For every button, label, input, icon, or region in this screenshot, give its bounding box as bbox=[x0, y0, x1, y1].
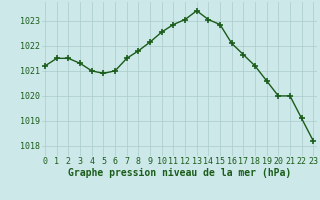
X-axis label: Graphe pression niveau de la mer (hPa): Graphe pression niveau de la mer (hPa) bbox=[68, 168, 291, 178]
